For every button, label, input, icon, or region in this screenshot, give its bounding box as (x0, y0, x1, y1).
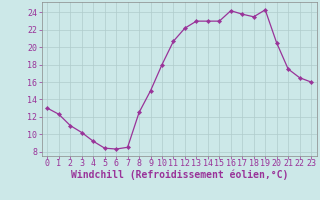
X-axis label: Windchill (Refroidissement éolien,°C): Windchill (Refroidissement éolien,°C) (70, 170, 288, 180)
